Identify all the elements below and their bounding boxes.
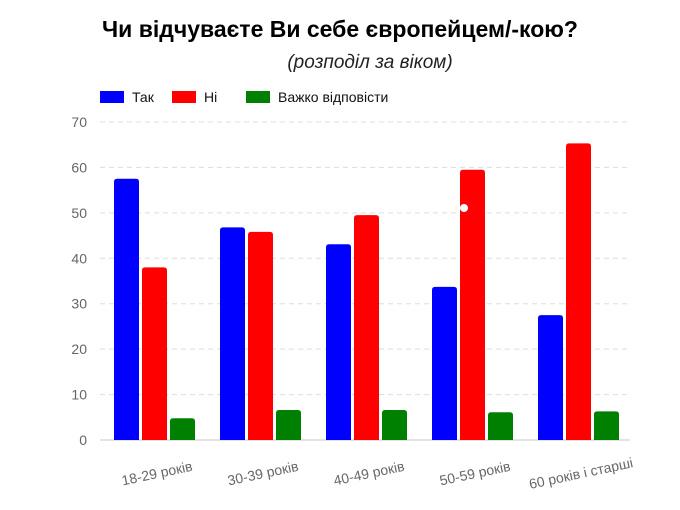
x-tick-label-1: 18-29 років (120, 458, 194, 489)
bar-2-4 (460, 169, 485, 440)
x-tick-label-5: 60 років і старші (528, 454, 635, 492)
y-tick-label-60: 60 (71, 159, 87, 175)
y-tick-label-50: 50 (71, 205, 87, 221)
bar-1-5 (538, 315, 563, 440)
y-tick-label-0: 0 (79, 432, 87, 448)
y-tick-label-30: 30 (71, 296, 87, 312)
x-tick-label-3: 40-49 років (332, 458, 406, 489)
x-tick-label-2: 30-39 років (226, 458, 300, 489)
bar-2-5 (566, 143, 591, 440)
bar-3-4 (488, 412, 513, 440)
y-tick-label-20: 20 (71, 341, 87, 357)
legend-label-tak: Так (132, 89, 154, 105)
bar-3-5 (594, 411, 619, 440)
bar-2-1 (142, 267, 167, 440)
bar-1-3 (326, 244, 351, 440)
bar-1-2 (220, 227, 245, 440)
y-tick-label-70: 70 (71, 114, 87, 130)
bar-3-3 (382, 410, 407, 440)
chart-title: Чи відчуваєте Ви себе європейцем/-кою? (102, 16, 578, 42)
legend-label-ni: Ні (204, 89, 218, 105)
hover-marker-dot (460, 204, 468, 212)
bar-3-1 (170, 418, 195, 440)
legend-swatch-tak (100, 91, 124, 103)
legend-label-hard-to-say: Важко відповісти (278, 89, 389, 105)
y-tick-label-40: 40 (71, 250, 87, 266)
bar-1-1 (114, 178, 139, 441)
bar-2-3 (354, 215, 379, 440)
legend-swatch-ni (172, 91, 196, 103)
legend-swatch-hard-to-say (246, 91, 270, 103)
chart-subtitle: (розподіл за віком) (287, 52, 453, 73)
x-tick-label-4: 50-59 років (438, 458, 512, 489)
bar-1-4 (432, 286, 457, 440)
y-tick-label-10: 10 (71, 387, 87, 403)
bar-3-2 (276, 410, 301, 440)
bar-2-2 (248, 231, 273, 440)
